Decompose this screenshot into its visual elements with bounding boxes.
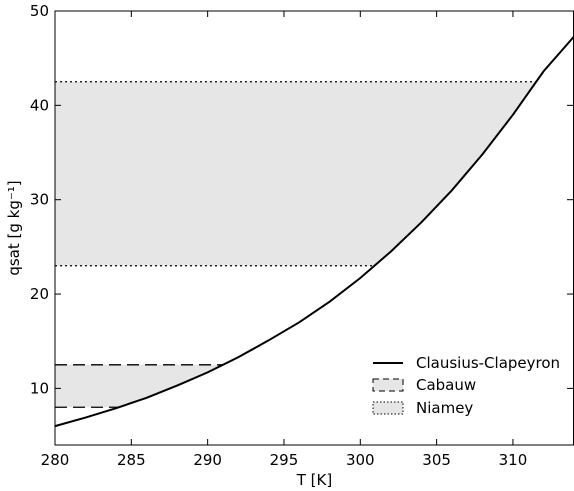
x-tick-label: 295 [270, 451, 299, 469]
legend: Clausius-Clapeyron Cabauw Niamey [372, 354, 560, 417]
shaded-bands [55, 81, 537, 408]
x-axis: 280 285 290 295 300 305 310 [41, 11, 528, 469]
x-tick-label: 305 [422, 451, 451, 469]
y-axis-label: qsat [g kg⁻¹] [5, 180, 23, 275]
legend-label-cabauw: Cabauw [416, 376, 476, 394]
x-tick-label: 285 [117, 451, 146, 469]
band-fill-niamey [55, 81, 537, 266]
band-boundary-lines [55, 81, 537, 408]
x-tick-label: 310 [499, 451, 528, 469]
y-tick-label: 50 [30, 2, 49, 20]
band-fill-cabauw [55, 364, 223, 408]
legend-swatch-cabauw [372, 378, 404, 392]
y-tick-label: 20 [30, 285, 49, 303]
x-tick-label: 280 [41, 451, 70, 469]
x-axis-label: T [K] [296, 471, 332, 489]
clausius-clapeyron-curve [54, 35, 574, 428]
y-tick-label: 10 [30, 379, 49, 397]
x-tick-label: 290 [193, 451, 222, 469]
legend-swatch-niamey [372, 401, 404, 415]
x-tick-label: 300 [346, 451, 375, 469]
legend-label-niamey: Niamey [416, 399, 473, 417]
y-tick-label: 30 [30, 191, 49, 209]
y-tick-label: 40 [30, 96, 49, 114]
legend-label-clausius-clapeyron: Clausius-Clapeyron [416, 354, 560, 372]
y-axis: 10 20 30 40 50 [30, 2, 573, 397]
